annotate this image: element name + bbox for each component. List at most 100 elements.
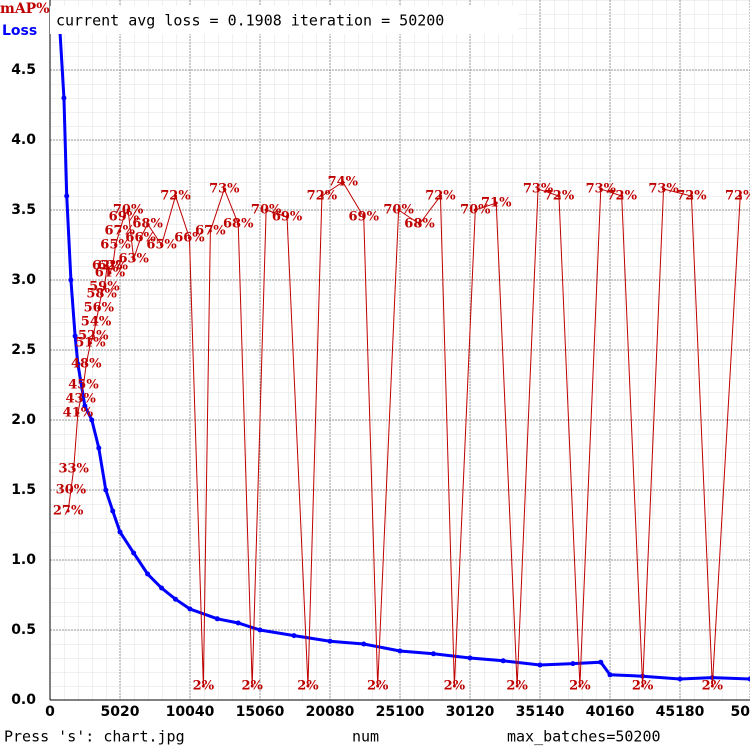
data-label: 52% <box>78 329 109 344</box>
y-tick-label: 2.5 <box>11 342 36 358</box>
point <box>320 194 324 198</box>
point <box>418 222 422 226</box>
x-tick-label: 0 <box>45 704 55 720</box>
data-label: 72% <box>725 189 750 204</box>
data-label: 70% <box>383 203 414 218</box>
data-label: 61% <box>95 266 126 281</box>
data-label: 73% <box>648 182 679 197</box>
point <box>117 529 123 535</box>
data-label: 2% <box>297 679 319 694</box>
data-label: 71% <box>481 196 512 211</box>
data-label: 65% <box>146 238 177 253</box>
point <box>327 638 333 644</box>
data-label: 2% <box>702 679 724 694</box>
point <box>126 208 130 212</box>
point <box>84 362 88 366</box>
point <box>362 215 366 219</box>
point <box>214 616 220 622</box>
point <box>69 488 73 492</box>
point <box>72 333 78 339</box>
x-tick-label: 15060 <box>236 704 285 720</box>
point <box>662 187 666 191</box>
y-tick-label: 1.5 <box>11 482 36 498</box>
y-tick-label: 0.5 <box>11 622 36 638</box>
x-tick-label: 40160 <box>586 704 635 720</box>
data-label: 27% <box>53 504 84 519</box>
data-label: 2% <box>569 679 591 694</box>
data-label: 2% <box>632 679 654 694</box>
y-tick-label: 2.0 <box>11 412 36 428</box>
data-label: 54% <box>81 315 112 330</box>
data-label: 68% <box>132 217 163 232</box>
data-label: 68% <box>404 217 435 232</box>
data-label: 68% <box>223 217 254 232</box>
data-label: 45% <box>68 378 99 393</box>
point <box>97 306 101 310</box>
point <box>452 684 456 688</box>
point <box>361 641 367 647</box>
data-label: 62% <box>92 259 123 274</box>
data-label: 2% <box>367 679 389 694</box>
data-label: 48% <box>71 357 102 372</box>
point <box>187 606 193 612</box>
point <box>131 550 137 556</box>
point <box>111 264 115 268</box>
series-line <box>53 20 750 681</box>
point <box>173 194 177 198</box>
data-label: 67% <box>104 224 135 239</box>
point <box>88 341 92 345</box>
point <box>397 648 403 654</box>
point <box>64 193 70 199</box>
point <box>738 194 742 198</box>
point <box>500 658 506 664</box>
point <box>94 320 98 324</box>
point <box>89 417 95 423</box>
x-tick-label: 25100 <box>376 704 425 720</box>
point <box>82 403 88 409</box>
x-tick-label: 20080 <box>306 704 355 720</box>
data-label: 30% <box>56 483 87 498</box>
legend-loss: Loss <box>2 23 37 39</box>
data-label: 72% <box>160 189 191 204</box>
data-label: 73% <box>586 182 617 197</box>
point <box>61 95 67 101</box>
point <box>536 187 540 191</box>
point <box>105 264 109 268</box>
data-label: 62% <box>98 259 129 274</box>
point <box>515 684 519 688</box>
data-label: 72% <box>606 189 637 204</box>
footer-center: num <box>352 728 379 746</box>
y-tick-label: 3.0 <box>11 272 36 288</box>
point <box>710 684 714 688</box>
point <box>306 684 310 688</box>
point <box>537 662 543 668</box>
point <box>132 257 136 261</box>
data-label: 66% <box>174 231 205 246</box>
data-label: 43% <box>65 392 96 407</box>
point <box>208 229 212 233</box>
point <box>66 509 70 513</box>
data-label: 41% <box>63 406 94 421</box>
data-label: 72% <box>307 189 338 204</box>
point <box>570 661 576 667</box>
data-label: 72% <box>544 189 575 204</box>
data-label: 33% <box>58 462 89 477</box>
grid <box>49 0 750 701</box>
point <box>747 676 750 682</box>
point <box>291 633 297 639</box>
point <box>68 277 74 283</box>
data-label: 59% <box>89 280 120 295</box>
x-tick-label: 45180 <box>656 704 705 720</box>
point <box>557 194 561 198</box>
footer-right: max_batches=50200 <box>507 728 661 746</box>
point <box>641 684 645 688</box>
point <box>430 651 436 657</box>
point <box>102 285 106 289</box>
point <box>187 236 191 240</box>
point <box>473 208 477 212</box>
point <box>114 243 118 247</box>
data-label: 56% <box>84 301 115 316</box>
y-tick-label: 4.5 <box>11 62 36 78</box>
point <box>578 684 582 688</box>
